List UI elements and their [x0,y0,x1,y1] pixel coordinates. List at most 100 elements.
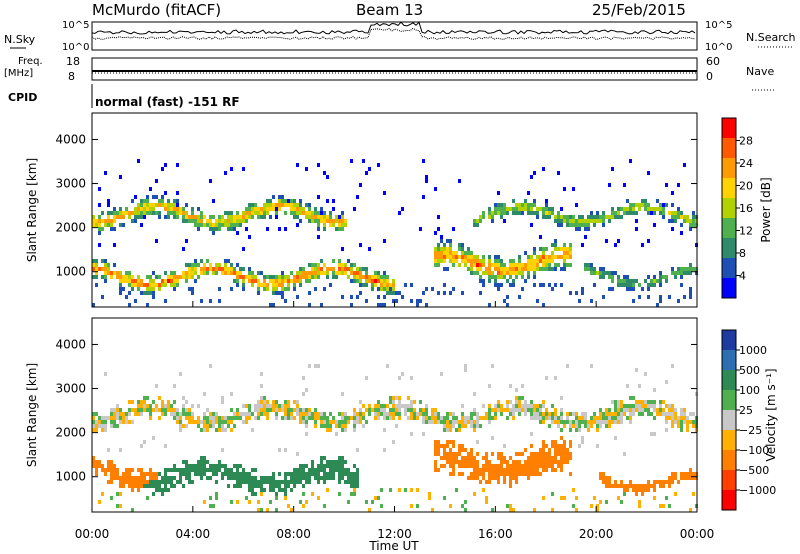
velocity-cell [671,420,674,424]
power-cell [293,199,296,203]
power-cell [194,259,197,263]
power-cell [242,283,245,287]
velocity-cell [683,416,686,420]
velocity-cell [539,408,542,412]
power-cell [644,279,647,283]
power-cell [482,211,485,215]
power-cell [635,219,638,223]
velocity-cell [206,476,209,480]
power-cell [209,223,212,227]
velocity-cell [542,464,545,468]
velocity-cell [290,472,293,476]
power-cell [155,239,158,243]
power-cell [239,271,242,275]
velocity-cell [185,400,188,404]
velocity-cell [554,376,557,380]
velocity-cell [524,404,527,408]
power-cell [524,279,527,283]
power-cell [257,207,260,211]
power-ytick-label: 3000 [55,177,86,191]
velocity-cell [668,408,671,412]
velocity-cell [185,472,188,476]
velocity-cell [284,404,287,408]
velocity-cell [470,448,473,452]
power-cell [290,199,293,203]
power-cell [230,167,233,171]
velocity-cell [272,472,275,476]
velocity-cell [503,480,506,484]
power-cell [260,211,263,215]
velocity-cell [569,420,572,424]
power-cell [632,299,635,303]
power-cell [194,267,197,271]
velocity-cell [311,492,314,496]
power-cell [629,203,632,207]
velocity-cell [347,480,350,484]
power-cell [257,279,260,283]
power-cell [500,263,503,267]
power-cell [617,283,620,287]
power-cell [209,263,212,267]
power-cell [527,191,530,195]
velocity-cell [677,416,680,420]
velocity-cell [647,408,650,412]
power-colorbar-tick-label: 20 [739,180,753,193]
power-cell [227,267,230,271]
power-cell [566,219,569,223]
velocity-cell [689,420,692,424]
power-cell [365,171,368,175]
velocity-cell [353,412,356,416]
power-cell [311,219,314,223]
velocity-cell [236,480,239,484]
velocity-cell [521,396,524,400]
velocity-cell [542,400,545,404]
velocity-cell [452,424,455,428]
power-cell [365,299,368,303]
velocity-cell [161,404,164,408]
power-cell [518,255,521,259]
power-cell [269,275,272,279]
velocity-cell [248,404,251,408]
power-cell [497,191,500,195]
power-cell [203,215,206,219]
power-cell [341,223,344,227]
power-colorbar-segment [722,278,736,299]
velocity-cell [542,420,545,424]
velocity-cell [311,464,314,468]
velocity-cell [296,408,299,412]
power-cell [218,263,221,267]
power-cell [233,223,236,227]
power-cell [161,167,164,171]
velocity-cell [173,468,176,472]
velocity-cell [443,452,446,456]
power-cell [422,159,425,163]
velocity-cell [170,468,173,472]
power-cell [356,271,359,275]
power-cell [659,283,662,287]
power-cell [113,243,116,247]
power-cell [185,279,188,283]
power-cell [311,263,314,267]
velocity-cell [506,504,509,508]
power-cell [494,211,497,215]
velocity-cell [602,476,605,480]
power-cell [497,287,500,291]
power-cell [356,279,359,283]
velocity-cell [152,480,155,484]
velocity-cell [671,480,674,484]
power-cell [266,283,269,287]
power-cell [611,211,614,215]
velocity-cell [365,420,368,424]
power-cell [350,267,353,271]
power-cell [512,279,515,283]
velocity-cell [101,428,104,432]
power-cell [614,215,617,219]
power-cell [545,247,548,251]
noise-traces [91,21,696,41]
velocity-cell [449,424,452,428]
velocity-cell [437,468,440,472]
power-cell [584,219,587,223]
velocity-cell [557,424,560,428]
velocity-cell [356,476,359,480]
velocity-cell [359,420,362,424]
